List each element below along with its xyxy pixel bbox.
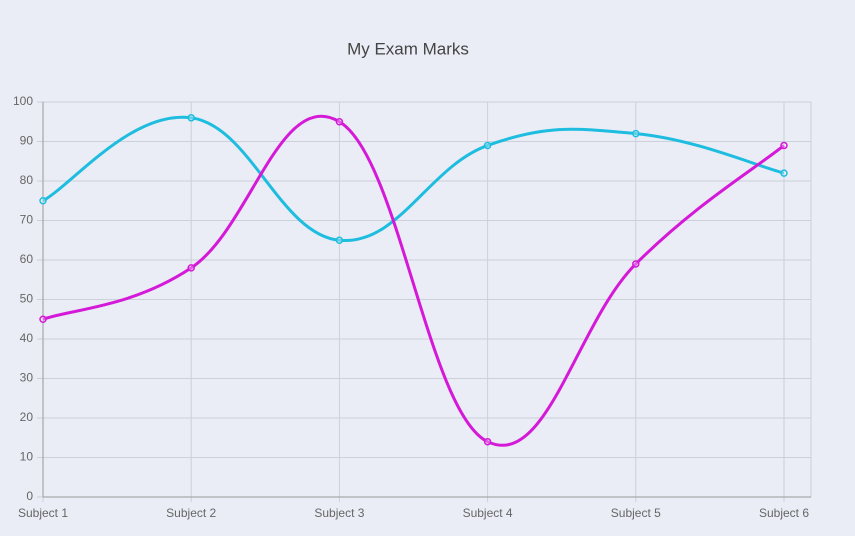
point: [187, 114, 195, 122]
point: [780, 169, 788, 177]
series-line: [42, 115, 785, 242]
point: [632, 260, 640, 268]
x-tick-label: Subject 5: [611, 506, 661, 520]
y-tick-label: 30: [20, 371, 34, 385]
x-tick-label: Subject 3: [314, 506, 364, 520]
x-tick-label: Subject 4: [463, 506, 513, 520]
point: [39, 315, 47, 323]
y-tick-label: 40: [20, 331, 34, 345]
y-tick-label: 70: [20, 213, 34, 227]
point: [39, 197, 47, 205]
y-tick-label: 10: [20, 450, 34, 464]
y-tick-label: 80: [20, 173, 34, 187]
y-tick-label: 0: [26, 489, 33, 503]
point: [483, 437, 492, 446]
y-tick-label: 20: [20, 410, 34, 424]
point: [187, 264, 195, 272]
y-tick-label: 60: [20, 252, 34, 266]
series-line: [42, 114, 785, 447]
point: [632, 129, 640, 138]
point: [780, 141, 788, 150]
x-tick-label: Subject 1: [18, 506, 68, 520]
y-tick-label: 100: [13, 94, 33, 108]
y-tick-label: 90: [20, 134, 34, 148]
point: [335, 236, 344, 244]
chart-title: My Exam Marks: [347, 39, 469, 58]
point: [483, 141, 492, 150]
x-tick-label: Subject 2: [166, 506, 216, 520]
point: [335, 118, 344, 126]
x-tick-label: Subject 6: [759, 506, 809, 520]
y-tick-label: 50: [20, 292, 34, 306]
